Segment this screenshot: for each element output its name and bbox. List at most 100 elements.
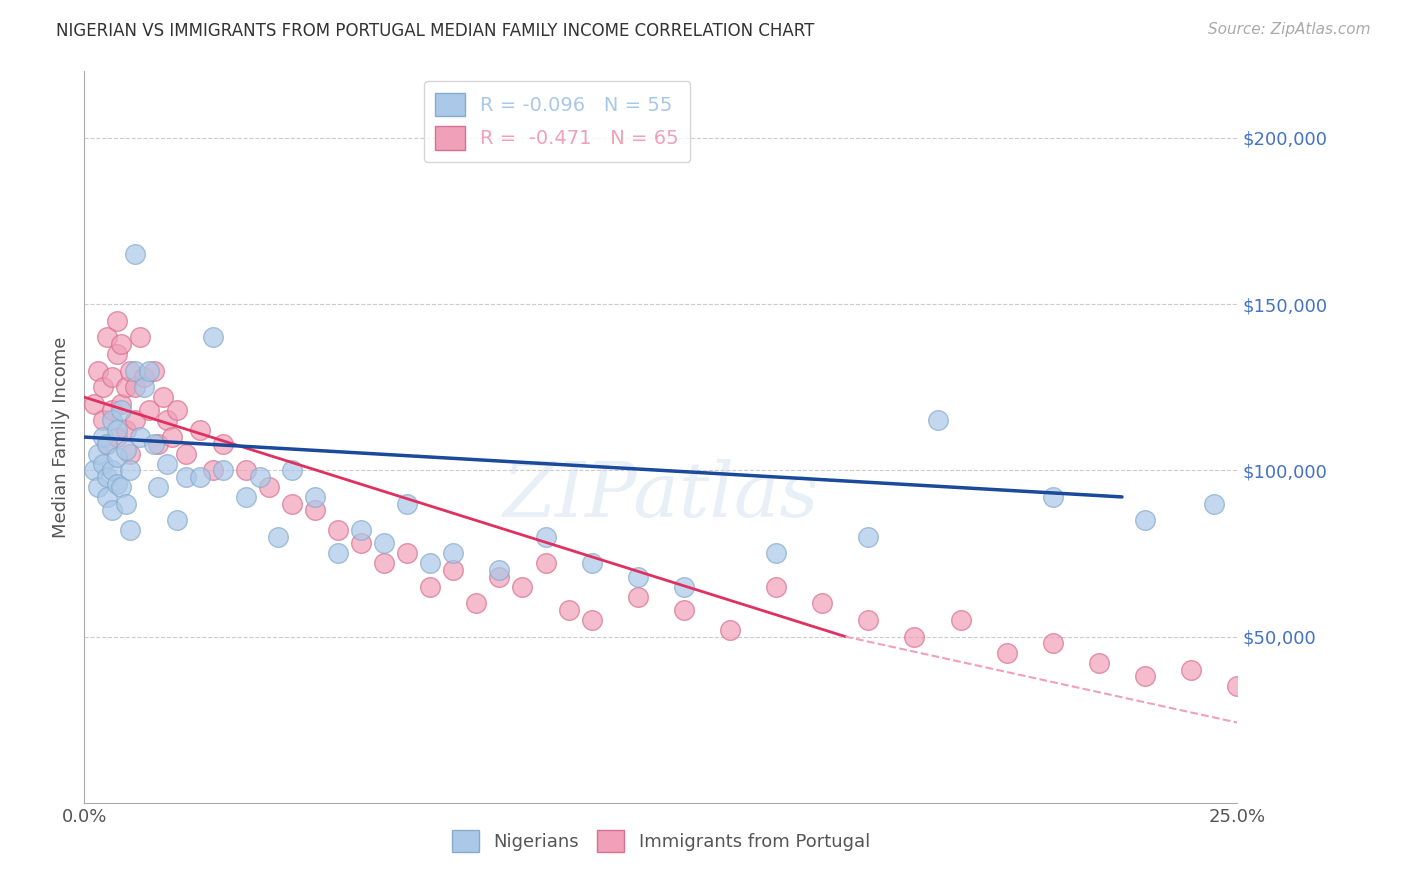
Point xyxy=(1133,513,1156,527)
Point xyxy=(110,337,132,351)
Point xyxy=(326,546,349,560)
Point xyxy=(396,497,419,511)
Point xyxy=(488,570,510,584)
Point xyxy=(235,490,257,504)
Point xyxy=(156,413,179,427)
Point xyxy=(257,480,280,494)
Point xyxy=(174,470,197,484)
Point xyxy=(110,397,132,411)
Point xyxy=(87,363,110,377)
Point xyxy=(1226,680,1249,694)
Point xyxy=(512,580,534,594)
Point xyxy=(1204,497,1226,511)
Point xyxy=(304,490,326,504)
Point xyxy=(1180,663,1202,677)
Point xyxy=(115,380,138,394)
Point xyxy=(105,430,128,444)
Point xyxy=(120,447,142,461)
Point xyxy=(858,530,880,544)
Point xyxy=(927,413,949,427)
Point xyxy=(441,546,464,560)
Point xyxy=(96,330,118,344)
Point xyxy=(83,463,105,477)
Point xyxy=(105,450,128,464)
Point xyxy=(101,503,124,517)
Point xyxy=(96,470,118,484)
Point xyxy=(138,403,160,417)
Point xyxy=(465,596,488,610)
Point xyxy=(124,247,146,261)
Point xyxy=(128,330,150,344)
Point xyxy=(373,557,395,571)
Point xyxy=(202,463,225,477)
Point xyxy=(91,430,114,444)
Point xyxy=(765,546,787,560)
Point xyxy=(1088,656,1111,670)
Y-axis label: Median Family Income: Median Family Income xyxy=(52,336,70,538)
Point xyxy=(96,436,118,450)
Point xyxy=(1319,703,1341,717)
Point xyxy=(267,530,290,544)
Point xyxy=(87,447,110,461)
Point xyxy=(211,436,233,450)
Point xyxy=(110,403,132,417)
Point xyxy=(105,476,128,491)
Point xyxy=(281,463,304,477)
Point xyxy=(581,613,603,627)
Legend: Nigerians, Immigrants from Portugal: Nigerians, Immigrants from Portugal xyxy=(444,823,877,860)
Point xyxy=(105,347,128,361)
Point xyxy=(124,413,146,427)
Point xyxy=(115,497,138,511)
Point xyxy=(166,403,188,417)
Point xyxy=(534,557,557,571)
Point xyxy=(373,536,395,550)
Point xyxy=(534,530,557,544)
Point xyxy=(419,580,441,594)
Point xyxy=(304,503,326,517)
Point xyxy=(1364,713,1386,727)
Point xyxy=(124,380,146,394)
Point xyxy=(627,570,650,584)
Point xyxy=(166,513,188,527)
Point xyxy=(188,424,211,438)
Point xyxy=(156,457,179,471)
Point xyxy=(83,397,105,411)
Point xyxy=(627,590,650,604)
Point xyxy=(124,363,146,377)
Point xyxy=(134,370,156,384)
Point xyxy=(160,430,183,444)
Point xyxy=(105,314,128,328)
Point xyxy=(96,436,118,450)
Point xyxy=(146,436,169,450)
Point xyxy=(1133,669,1156,683)
Point xyxy=(101,403,124,417)
Point xyxy=(87,480,110,494)
Point xyxy=(1272,690,1295,704)
Point xyxy=(174,447,197,461)
Point xyxy=(949,613,972,627)
Point xyxy=(134,380,156,394)
Text: ZIPatlas: ZIPatlas xyxy=(502,458,820,533)
Point xyxy=(557,603,579,617)
Point xyxy=(211,463,233,477)
Point xyxy=(811,596,834,610)
Point xyxy=(202,330,225,344)
Point xyxy=(419,557,441,571)
Point xyxy=(96,490,118,504)
Point xyxy=(120,523,142,537)
Point xyxy=(152,390,174,404)
Point xyxy=(672,580,695,594)
Point xyxy=(1042,636,1064,650)
Point xyxy=(488,563,510,577)
Point xyxy=(146,480,169,494)
Point xyxy=(138,363,160,377)
Point xyxy=(350,523,373,537)
Point xyxy=(249,470,271,484)
Point xyxy=(281,497,304,511)
Point xyxy=(765,580,787,594)
Point xyxy=(235,463,257,477)
Point xyxy=(115,424,138,438)
Point xyxy=(105,424,128,438)
Point xyxy=(142,436,165,450)
Point xyxy=(101,370,124,384)
